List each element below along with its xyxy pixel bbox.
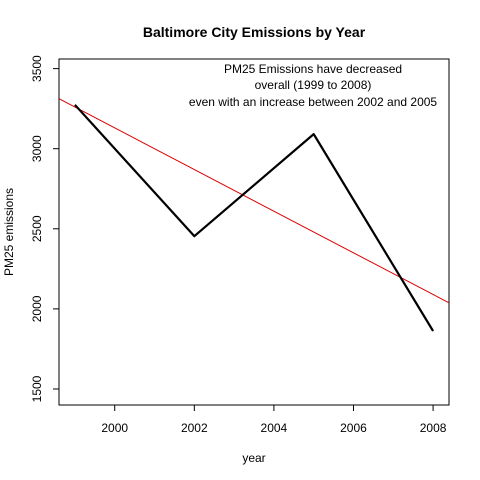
x-tick-label-2008: 2008 (420, 421, 447, 435)
y-tick-label-1500: 1500 (30, 375, 44, 402)
annotation-line-3: even with an increase between 2002 and 2… (189, 95, 438, 109)
x-tick-label-2002: 2002 (181, 421, 208, 435)
annotation-line-1: PM25 Emissions have decreased (224, 62, 402, 76)
series-line-0 (74, 104, 435, 332)
y-tick-label-2500: 2500 (30, 215, 44, 242)
annotation-line-2: overall (1999 to 2008) (255, 78, 372, 92)
plot-frame (58, 58, 450, 406)
trend-line (59, 98, 449, 304)
x-tick-label-2000: 2000 (101, 421, 128, 435)
chart-title: Baltimore City Emissions by Year (143, 24, 366, 40)
x-tick-label-2004: 2004 (261, 421, 288, 435)
y-tick-label-3500: 3500 (30, 55, 44, 82)
y-tick-label-3000: 3000 (30, 135, 44, 162)
annotation-text: PM25 Emissions have decreased overall (19… (189, 62, 438, 109)
plot-area: 2000 2002 2004 2006 2008 1500 2000 2500 3000 3500 (30, 55, 450, 435)
x-tick-label-2006: 2006 (340, 421, 367, 435)
y-axis-label: PM25 emissions (2, 188, 16, 276)
x-axis-label: year (242, 451, 265, 465)
y-tick-label-2000: 2000 (30, 295, 44, 322)
